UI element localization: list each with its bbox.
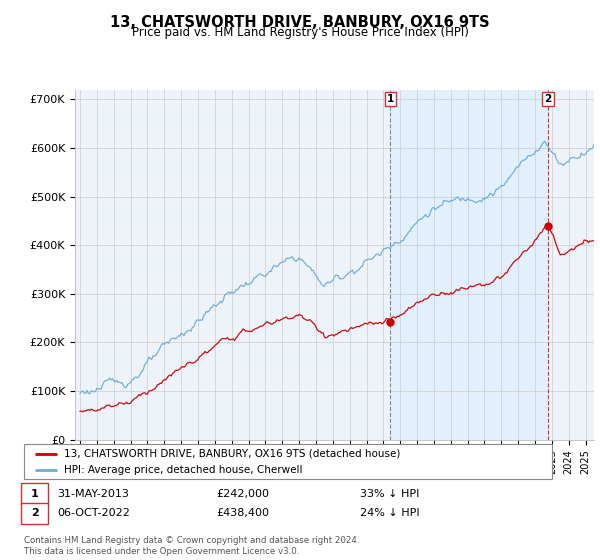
Bar xyxy=(391,90,548,440)
Text: 24% ↓ HPI: 24% ↓ HPI xyxy=(360,508,419,518)
Text: 33% ↓ HPI: 33% ↓ HPI xyxy=(360,489,419,499)
Text: HPI: Average price, detached house, Cherwell: HPI: Average price, detached house, Cher… xyxy=(64,465,303,475)
Text: 2: 2 xyxy=(31,508,38,518)
Text: 06-OCT-2022: 06-OCT-2022 xyxy=(57,508,130,518)
Text: £438,400: £438,400 xyxy=(216,508,269,518)
Text: 1: 1 xyxy=(387,94,394,104)
Text: £242,000: £242,000 xyxy=(216,489,269,499)
Text: 31-MAY-2013: 31-MAY-2013 xyxy=(57,489,129,499)
Text: 2: 2 xyxy=(544,94,551,104)
Text: 13, CHATSWORTH DRIVE, BANBURY, OX16 9TS: 13, CHATSWORTH DRIVE, BANBURY, OX16 9TS xyxy=(110,15,490,30)
Text: Price paid vs. HM Land Registry's House Price Index (HPI): Price paid vs. HM Land Registry's House … xyxy=(131,26,469,39)
Text: Contains HM Land Registry data © Crown copyright and database right 2024.
This d: Contains HM Land Registry data © Crown c… xyxy=(24,536,359,556)
Text: 1: 1 xyxy=(31,489,38,499)
Text: 13, CHATSWORTH DRIVE, BANBURY, OX16 9TS (detached house): 13, CHATSWORTH DRIVE, BANBURY, OX16 9TS … xyxy=(64,449,401,459)
